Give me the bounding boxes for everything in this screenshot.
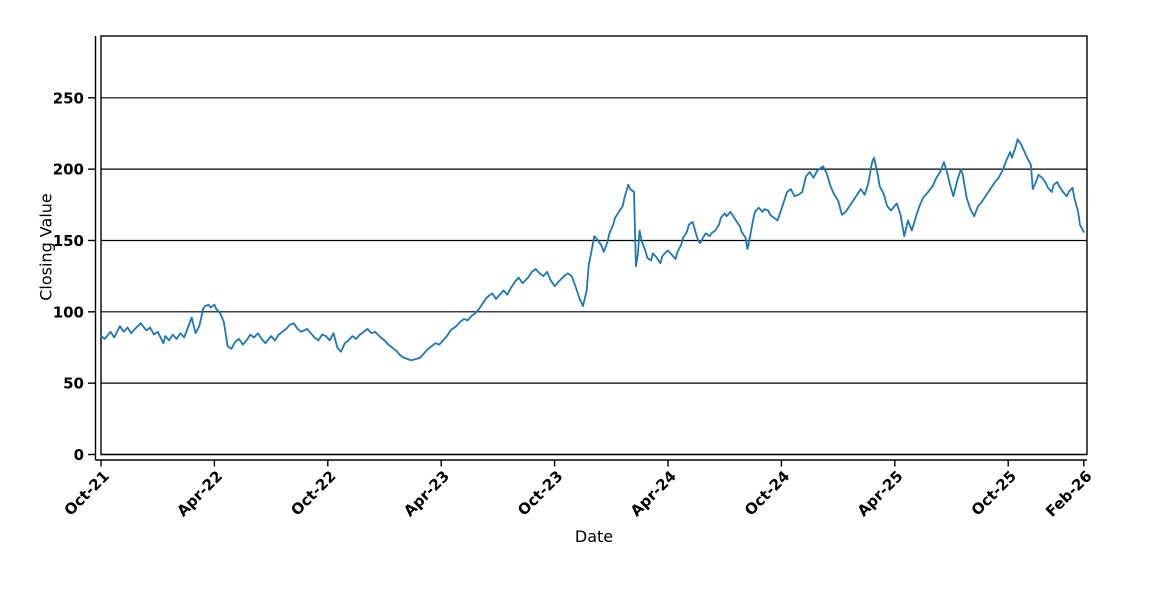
axis-tick-marks [88, 97, 1085, 467]
x-tick-label: Apr-22 [173, 467, 226, 520]
y-tick-labels: 0 50 100 150 200 250 [53, 89, 84, 464]
x-tick-label: Oct-23 [514, 467, 566, 519]
y-axis-title: Closing Value [36, 193, 56, 301]
y-tick-label: 100 [53, 303, 84, 321]
axis-spines [94, 36, 1087, 461]
x-axis-title: Date [574, 527, 614, 546]
y-tick-label: 250 [53, 89, 84, 107]
plot-frame [100, 35, 1088, 456]
x-tick-label: Apr-25 [854, 467, 907, 520]
y-tick-label: 150 [53, 232, 84, 250]
y-tick-label: 50 [63, 375, 84, 393]
x-tick-label: Oct-24 [741, 467, 793, 519]
x-tick-labels: Oct-21 Apr-22 Oct-22 Apr-23 Oct-23 Apr-24 Oct-… [61, 467, 1096, 520]
y-tick-label: 0 [74, 446, 84, 464]
y-tick-label: 200 [53, 161, 84, 179]
x-tick-label: Apr-23 [400, 467, 453, 520]
gridlines [101, 97, 1087, 456]
x-tick-label: Oct-25 [968, 467, 1020, 519]
x-tick-label: Apr-24 [627, 467, 680, 520]
closing-value-line [100, 138, 1085, 362]
x-tick-label: Oct-21 [61, 467, 113, 519]
series-line-group [100, 138, 1085, 362]
plot-border [100, 35, 1088, 456]
x-tick-label: Feb-26 [1042, 467, 1095, 520]
x-tick-label: Oct-22 [287, 467, 339, 519]
